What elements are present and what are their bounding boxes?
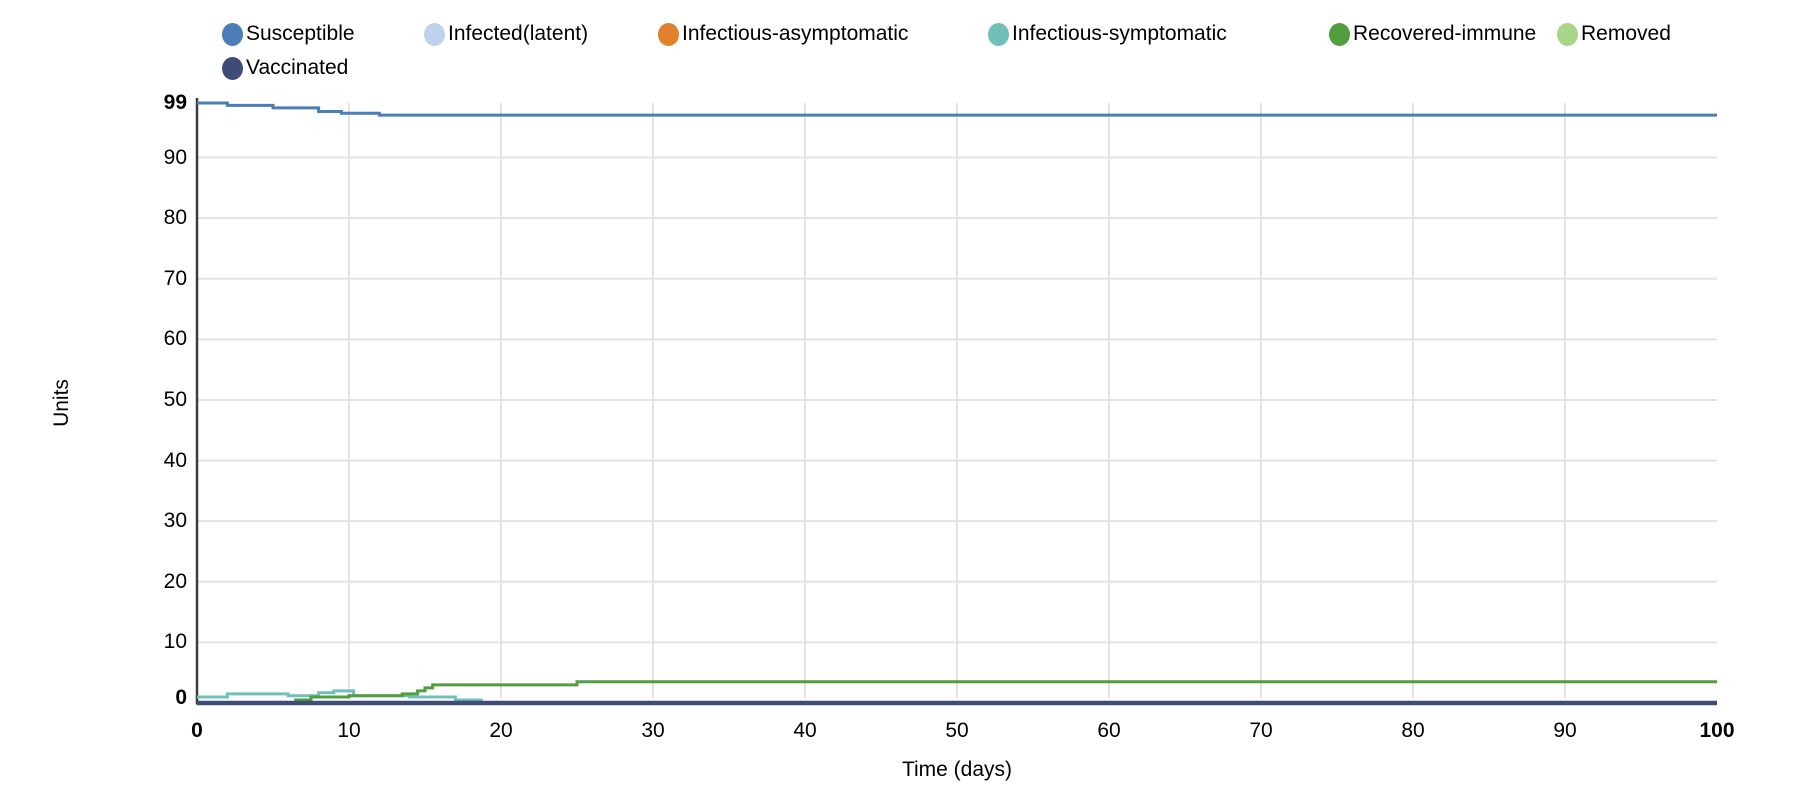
- legend-label: Removed: [1581, 22, 1671, 45]
- legend-item-infected-latent-: Infected(latent): [424, 20, 588, 48]
- legend-swatch-icon: [1329, 22, 1350, 46]
- legend-label: Infectious-asymptomatic: [682, 22, 909, 45]
- y-tick-label: 30: [163, 509, 187, 533]
- legend-label: Recovered-immune: [1353, 22, 1537, 45]
- legend-label: Infectious-symptomatic: [1012, 22, 1227, 45]
- x-tick-label: 40: [793, 719, 817, 742]
- x-tick-label: 100: [1699, 719, 1735, 742]
- series-line-recovered-immune: [197, 680, 1717, 705]
- legend-swatch-icon: [222, 22, 243, 46]
- x-tick-label: 0: [191, 719, 203, 742]
- y-tick-label: 50: [163, 387, 187, 411]
- legend-item-recovered-immune: Recovered-immune: [1329, 20, 1536, 48]
- y-tick-label: 0: [175, 686, 187, 709]
- x-tick-label: 70: [1249, 719, 1273, 742]
- legend-label: Susceptible: [246, 22, 355, 45]
- y-tick-label: 40: [163, 448, 187, 472]
- legend-swatch-icon: [988, 22, 1009, 46]
- legend-label: Vaccinated: [246, 56, 349, 79]
- legend-item-removed: Removed: [1557, 20, 1671, 48]
- x-tick-label: 20: [489, 719, 513, 742]
- y-tick-label: 20: [163, 569, 187, 593]
- x-tick-label: 10: [337, 719, 361, 742]
- y-tick-label: 10: [163, 630, 187, 654]
- x-tick-label: 90: [1553, 719, 1577, 742]
- legend-swatch-icon: [1557, 22, 1578, 46]
- x-tick-label: 50: [945, 719, 969, 742]
- legend-item-susceptible: Susceptible: [222, 20, 355, 48]
- y-tick-label: 60: [163, 327, 187, 351]
- legend-item-infectious-symptomatic: Infectious-symptomatic: [988, 20, 1227, 48]
- legend-swatch-icon: [658, 22, 679, 46]
- series-line-infectious-symptomatic: [197, 689, 1717, 705]
- legend-label: Infected(latent): [448, 22, 589, 45]
- y-tick-label: 99: [163, 91, 187, 114]
- legend-swatch-icon: [222, 56, 243, 80]
- legend-item-infectious-asymptomatic: Infectious-asymptomatic: [658, 20, 908, 48]
- x-tick-label: 80: [1401, 719, 1425, 742]
- x-tick-label: 60: [1097, 719, 1121, 742]
- legend-item-vaccinated: Vaccinated: [222, 54, 348, 82]
- y-tick-label: 90: [163, 145, 187, 169]
- y-tick-label: 80: [163, 206, 187, 230]
- series-line-susceptible: [197, 101, 1717, 117]
- x-tick-label: 30: [641, 719, 665, 742]
- y-tick-label: 70: [163, 266, 187, 290]
- legend-swatch-icon: [424, 22, 445, 46]
- x-axis-title: Time (days): [901, 758, 1013, 781]
